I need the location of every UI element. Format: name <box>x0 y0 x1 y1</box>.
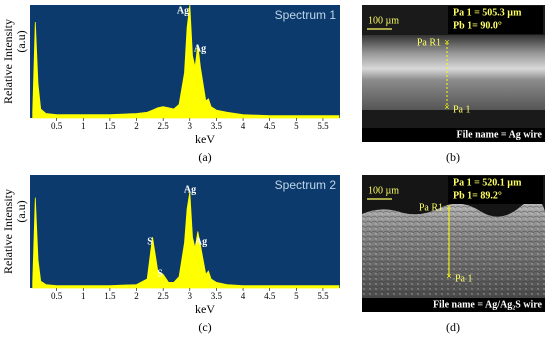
marker: × <box>444 102 450 113</box>
caption: (a) <box>198 150 211 164</box>
x-tick-label: 0.5 <box>51 291 63 301</box>
measure-text: Pb 1= 90.0° <box>453 20 502 31</box>
x-axis-label: keV <box>195 302 215 316</box>
measure-text: Pa 1 = 505.3 µm <box>453 7 522 18</box>
marker-label: Pa 1 <box>455 273 473 284</box>
scale-label: 100 µm <box>368 15 399 26</box>
x-tick-label: 4.5 <box>264 291 276 301</box>
file-name: File name = Ag wire <box>457 129 543 140</box>
y-axis-label: Relative Intensity <box>1 189 15 274</box>
caption: (b) <box>446 150 460 164</box>
spectrum-area <box>32 191 340 289</box>
peak-label: Ag <box>194 43 206 54</box>
x-tick-label: 4 <box>241 291 246 301</box>
measure-box <box>448 6 543 34</box>
file-name: File name = Ag/Ag₂S wire <box>433 299 543 310</box>
x-axis-label: keV <box>195 132 215 146</box>
x-tick-label: 5 <box>294 291 299 301</box>
marker: × <box>444 37 450 48</box>
caption: (d) <box>446 320 460 334</box>
x-tick-label: 4.5 <box>264 121 276 131</box>
x-tick-label: 2 <box>134 291 139 301</box>
x-tick-label: 3.5 <box>211 291 223 301</box>
peak-label: S <box>157 268 163 279</box>
marker-label: Pa R1 <box>417 37 441 48</box>
measure-text: Pb 1= 89.2° <box>453 190 502 201</box>
spectrum-title: Spectrum 1 <box>275 8 337 22</box>
peak-label: Ag <box>177 5 189 16</box>
x-tick-label: 2.5 <box>158 291 170 301</box>
x-tick-label: 5.5 <box>317 291 329 301</box>
scale-label: 100 µm <box>368 185 399 196</box>
x-tick-label: 1.5 <box>104 291 116 301</box>
marker-label: Pa 1 <box>453 104 471 115</box>
y-axis-unit: (a.u) <box>14 30 28 52</box>
x-tick-label: 1.5 <box>104 121 116 131</box>
peak-label: Ag <box>195 236 207 247</box>
marker: × <box>446 202 452 213</box>
x-tick-label: 5 <box>294 121 299 131</box>
peak-label: Ag <box>184 184 196 195</box>
x-tick-label: 3 <box>188 291 193 301</box>
peak-label: S <box>147 236 153 247</box>
x-tick-label: 1 <box>81 121 86 131</box>
measure-box <box>448 176 543 204</box>
spectrum-area <box>32 4 340 119</box>
x-tick-label: 5.5 <box>317 121 329 131</box>
x-tick-label: 4 <box>241 121 246 131</box>
y-axis-unit: (a.u) <box>14 200 28 222</box>
x-tick-label: 1 <box>81 291 86 301</box>
x-tick-label: 3.5 <box>211 121 223 131</box>
marker-label: Pa R1 <box>419 202 443 213</box>
x-tick-label: 0.5 <box>51 121 63 131</box>
y-axis-label: Relative Intensity <box>1 19 15 104</box>
spectrum-title: Spectrum 2 <box>275 178 337 192</box>
caption: (c) <box>198 320 211 334</box>
measure-text: Pa 1 = 520.1 µm <box>453 177 522 188</box>
marker: × <box>446 271 452 282</box>
x-tick-label: 2 <box>134 121 139 131</box>
x-tick-label: 3 <box>188 121 193 131</box>
x-tick-label: 2.5 <box>158 121 170 131</box>
